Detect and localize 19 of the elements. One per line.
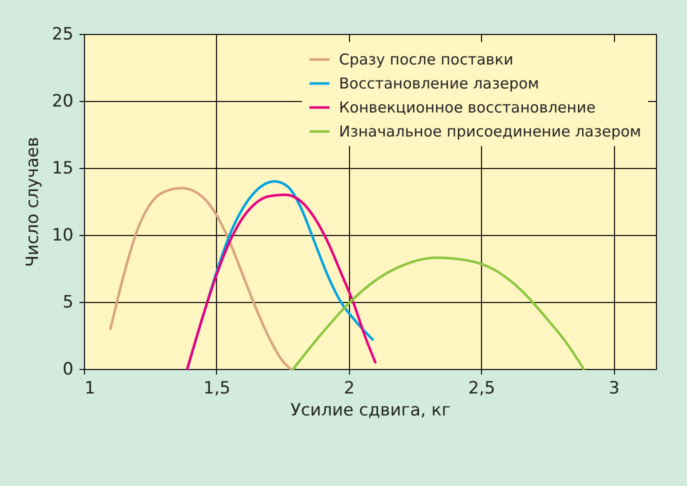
legend-label: Изначальное присоединение лазером xyxy=(339,122,642,140)
x-tick-label: 1 xyxy=(84,378,96,398)
y-tick-label: 5 xyxy=(62,292,74,312)
x-tick-label: 1,5 xyxy=(203,378,230,398)
legend-label: Конвекционное восстановление xyxy=(339,98,596,116)
y-tick-label: 10 xyxy=(52,226,74,246)
legend-label: Восстановление лазером xyxy=(339,74,540,92)
line-series xyxy=(109,186,292,370)
line-series xyxy=(292,256,585,370)
x-tick-label: 3 xyxy=(608,378,620,398)
y-tick-label: 20 xyxy=(52,92,74,112)
y-tick-label: 0 xyxy=(62,360,74,380)
legend-label: Сразу после поставки xyxy=(339,50,514,68)
y-tick-label: 25 xyxy=(52,24,74,44)
x-tick-label: 2,5 xyxy=(468,378,496,398)
x-axis-title: Усилие сдвига, кг xyxy=(290,400,451,420)
y-axis-title: Число случаев xyxy=(22,137,43,267)
x-tick-label: 2 xyxy=(344,378,355,398)
y-tick-label: 15 xyxy=(52,158,74,178)
